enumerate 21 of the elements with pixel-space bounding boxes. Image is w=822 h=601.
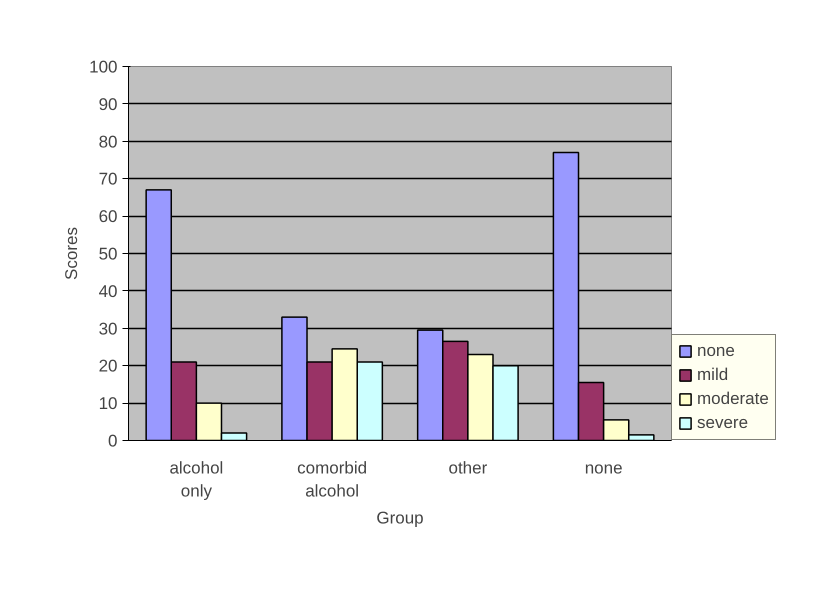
x-tick-label: none — [584, 458, 623, 478]
legend-label: mild — [697, 365, 728, 385]
x-axis-title: Group — [376, 508, 424, 528]
y-tick-label: 90 — [98, 94, 118, 114]
y-tick-label: 10 — [98, 394, 118, 414]
y-tick-label: 20 — [98, 356, 118, 376]
y-axis-title: Scores — [62, 227, 82, 280]
x-tick-label: alcohol only — [169, 458, 224, 500]
y-tick-label: 50 — [98, 244, 118, 264]
y-tick-label: 30 — [98, 319, 118, 338]
legend-label: moderate — [697, 389, 769, 409]
x-tick-label: other — [448, 458, 488, 478]
y-tick-label: 60 — [98, 207, 118, 226]
x-tick-label: comorbid alcohol — [297, 458, 368, 500]
y-tick-label: 100 — [89, 58, 118, 76]
y-tick-label: 80 — [98, 132, 118, 152]
legend-label: none — [697, 341, 735, 361]
y-tick-label: 0 — [108, 432, 118, 450]
y-tick-label: 70 — [98, 170, 118, 189]
legend-label: severe — [697, 413, 748, 433]
y-tick-label: 40 — [98, 282, 118, 301]
